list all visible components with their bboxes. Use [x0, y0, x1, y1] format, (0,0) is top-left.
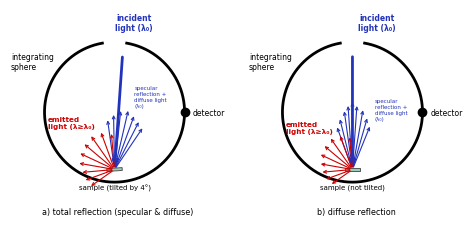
Text: sample (tilted by 4°): sample (tilted by 4°): [79, 184, 151, 191]
Text: a) total reflection (specular & diffuse): a) total reflection (specular & diffuse): [42, 207, 194, 217]
Text: b) diffuse reflection: b) diffuse reflection: [317, 207, 395, 217]
Text: integrating
sphere: integrating sphere: [11, 53, 54, 72]
Text: integrating
sphere: integrating sphere: [249, 53, 292, 72]
Text: emitted
light (λ≥λ₀): emitted light (λ≥λ₀): [286, 121, 333, 134]
Text: incident
light (λ₀): incident light (λ₀): [358, 14, 396, 33]
Text: specular
reflection +
diffuse light
(λ₀): specular reflection + diffuse light (λ₀): [134, 86, 167, 109]
Text: detector: detector: [193, 108, 225, 117]
Text: detector: detector: [431, 108, 463, 117]
Bar: [345, 168, 360, 171]
Bar: [107, 168, 122, 172]
Text: emitted
light (λ≥λ₀): emitted light (λ≥λ₀): [48, 117, 95, 130]
Text: incident
light (λ₀): incident light (λ₀): [115, 14, 153, 33]
Text: specular
reflection +
diffuse light
(λ₀): specular reflection + diffuse light (λ₀): [375, 99, 408, 121]
Text: sample (not tilted): sample (not tilted): [320, 184, 385, 190]
